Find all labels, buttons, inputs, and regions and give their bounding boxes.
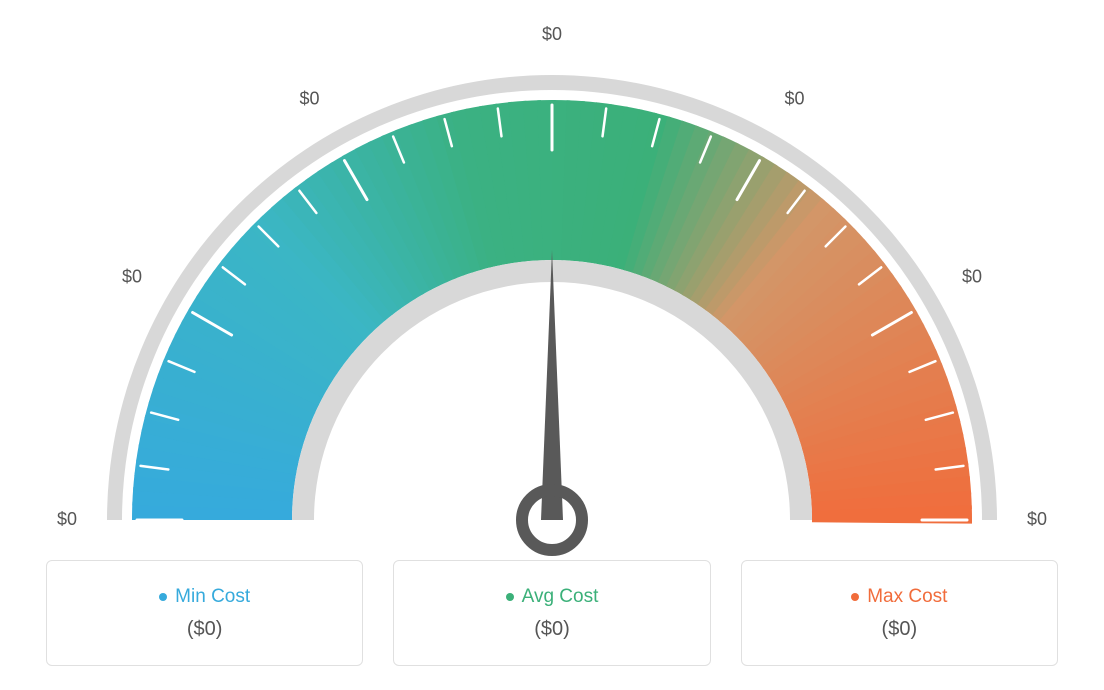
gauge-tick-label: $0 [542,24,562,44]
legend-label-max: Max Cost [867,586,947,608]
gauge-tick-label: $0 [299,89,319,109]
legend-value-avg: ($0) [534,618,570,641]
legend-dot-avg [506,593,514,601]
legend-title-min: Min Cost [159,586,250,608]
legend-title-avg: Avg Cost [506,586,599,608]
gauge-tick-label: $0 [122,266,142,286]
gauge-tick-label: $0 [1027,509,1047,529]
gauge-tick-label: $0 [57,509,77,529]
legend-title-max: Max Cost [851,586,947,608]
legend-label-min: Min Cost [175,586,250,608]
legend-label-avg: Avg Cost [522,586,599,608]
legend-row: Min Cost ($0) Avg Cost ($0) Max Cost ($0… [0,560,1104,690]
legend-box-min: Min Cost ($0) [46,560,363,666]
legend-value-max: ($0) [882,618,918,641]
gauge-tick-label: $0 [784,89,804,109]
gauge-tick-label: $0 [962,266,982,286]
legend-dot-min [159,593,167,601]
gauge-needle [541,250,563,520]
legend-value-min: ($0) [187,618,223,641]
gauge-area: $0 $0 $0 $0 $0 $0 $0 [0,0,1104,560]
gauge-svg: $0 $0 $0 $0 $0 $0 $0 [0,0,1104,560]
legend-dot-max [851,593,859,601]
chart-container: $0 $0 $0 $0 $0 $0 $0 Min Cost ($0) Avg Cost ($… [0,0,1104,690]
legend-box-max: Max Cost ($0) [741,560,1058,666]
legend-box-avg: Avg Cost ($0) [393,560,710,666]
